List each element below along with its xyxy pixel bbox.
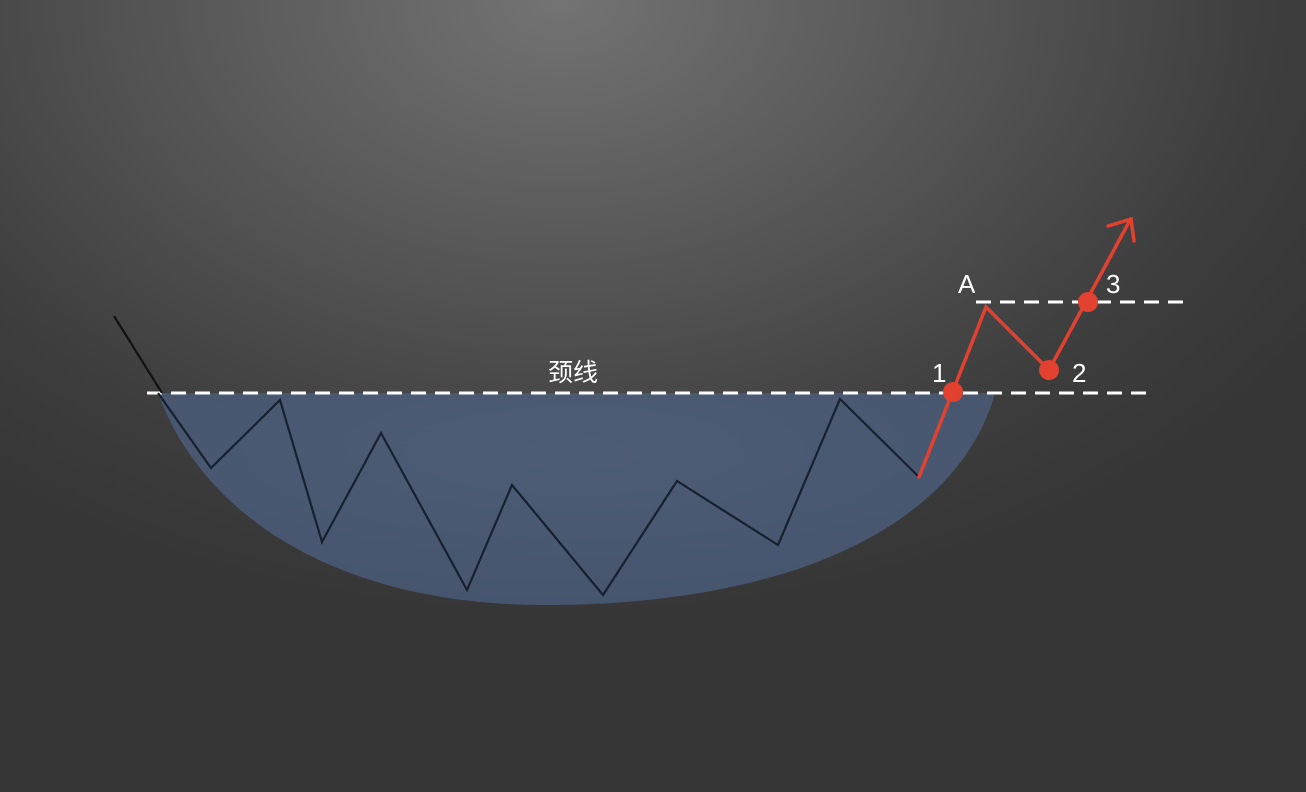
- point-a-label: A: [958, 269, 976, 299]
- point-1-dot: [943, 382, 963, 402]
- up-arrow-icon: [1106, 216, 1136, 243]
- point-3-label: 3: [1106, 269, 1120, 299]
- entry-line: [113, 315, 163, 394]
- point-1-label: 1: [932, 358, 946, 388]
- point-2-label: 2: [1072, 358, 1086, 388]
- point-3-dot: [1078, 292, 1098, 312]
- price-zigzag: [157, 392, 920, 597]
- point-2-dot: [1039, 360, 1059, 380]
- neckline-label: 颈线: [548, 358, 598, 387]
- cup-bowl: [158, 393, 995, 605]
